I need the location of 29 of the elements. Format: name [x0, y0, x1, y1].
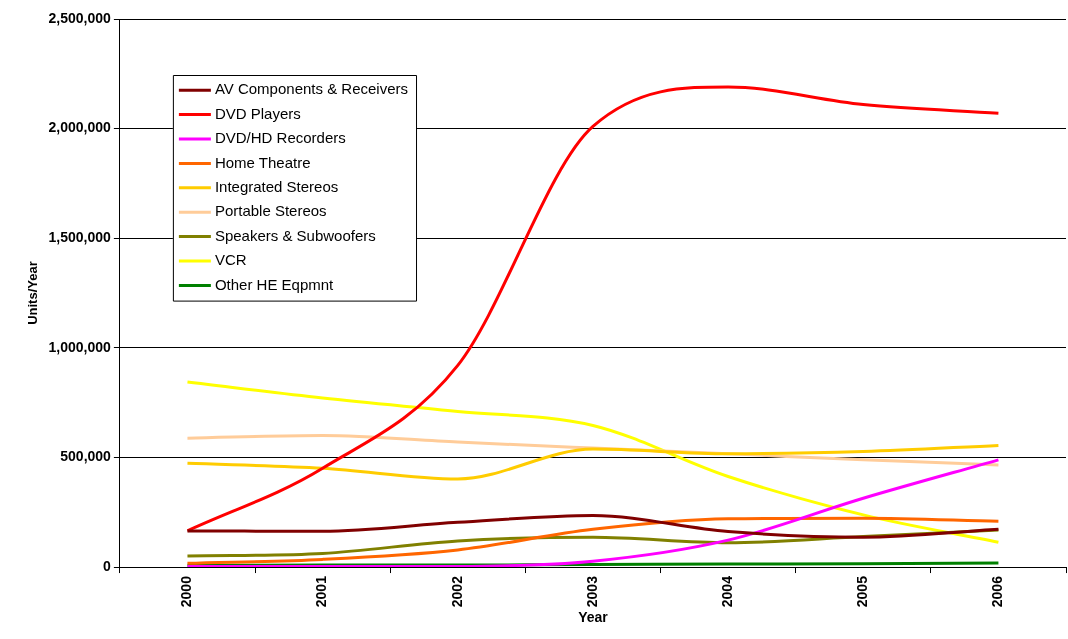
- x-tick-label: 2002: [448, 575, 465, 608]
- y-tick-label: 1,000,000: [48, 338, 112, 355]
- line-series: [185, 514, 1000, 539]
- legend-label: Home Theatre: [214, 153, 311, 171]
- y-tick-label: 1,500,000: [48, 229, 112, 246]
- line-series: [185, 380, 1000, 544]
- line-series: [185, 458, 1000, 568]
- y-tick-label: 500,000: [60, 448, 112, 465]
- x-axis-title: Year: [578, 609, 609, 626]
- line-series: [185, 443, 1000, 481]
- legend-label: Portable Stereos: [214, 202, 327, 220]
- x-tick-label: 2001: [313, 575, 330, 608]
- legend-label: VCR: [214, 251, 247, 269]
- x-tick-label: 2006: [989, 575, 1006, 608]
- x-tick-label: 2004: [718, 575, 735, 608]
- line-series: [185, 516, 1000, 565]
- legend-label: DVD Players: [214, 104, 301, 122]
- legend-label: Integrated Stereos: [214, 177, 339, 195]
- legend-label: DVD/HD Recorders: [214, 129, 346, 147]
- y-tick-label: 2,500,000: [48, 9, 112, 26]
- x-tick-label: 2003: [583, 575, 600, 608]
- x-tick-label: 2000: [178, 575, 195, 608]
- y-axis-title: Units/Year: [25, 261, 41, 325]
- legend-label: Speakers & Subwoofers: [214, 226, 376, 244]
- legend-label: Other HE Eqpmnt: [214, 275, 335, 293]
- y-tick-label: 2,000,000: [48, 119, 112, 136]
- x-tick-label: 2005: [854, 575, 871, 608]
- legend-label: AV Components & Receivers: [214, 80, 409, 98]
- y-tick-label: 0: [103, 557, 112, 574]
